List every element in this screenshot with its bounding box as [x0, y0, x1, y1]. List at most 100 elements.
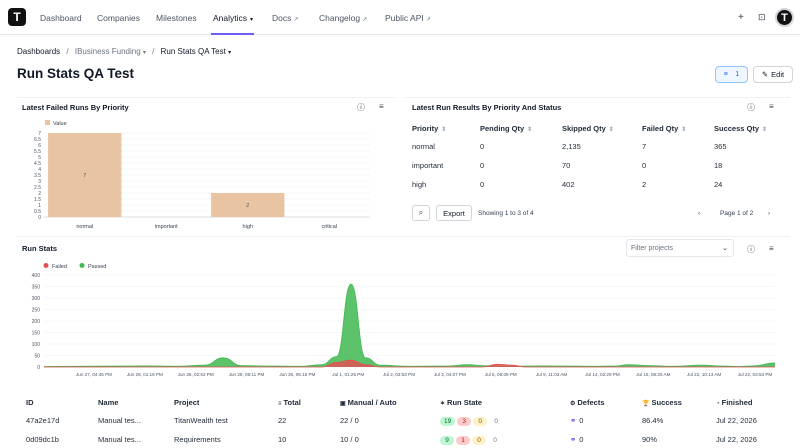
col-id[interactable]: ID — [26, 397, 34, 407]
x-tick-label: important — [155, 224, 178, 230]
top-navigation: T Dashboard Companies Milestones Analyti… — [0, 0, 800, 35]
run-id: 47a2e17d — [26, 416, 60, 425]
blocked-count-badge: 0 — [472, 435, 486, 445]
run-id: 0d09dc1b — [26, 435, 59, 444]
run-state: 19 3 0 0 — [440, 411, 570, 430]
col-failed-qty[interactable]: Failed Qty ⇕ — [642, 119, 714, 137]
bar-normal — [48, 133, 122, 217]
run-name-link[interactable]: Manual tes... — [98, 435, 141, 444]
nav-public-api[interactable]: Public API ↗ — [385, 13, 431, 23]
legend-label: Value — [53, 121, 67, 127]
col-priority[interactable]: Priority ⇕ — [412, 119, 480, 137]
cell: 0 — [480, 180, 485, 189]
failed-runs-bar-chart: Value00.511.522.533.544.555.566.577norma… — [34, 120, 370, 230]
breadcrumb-dashboards[interactable]: Dashboards — [17, 47, 61, 56]
y-tick-label: 3 — [38, 179, 41, 185]
col-finished[interactable]: ◔ Finished — [716, 393, 786, 411]
col-run-state[interactable]: ✶ Run State — [440, 393, 570, 411]
menu-icon[interactable]: ≡ — [379, 102, 384, 111]
app-logo[interactable]: T — [8, 8, 26, 26]
col-label: Manual / Auto — [347, 397, 397, 407]
clock-icon: ◔ — [716, 400, 720, 407]
col-label: Defects — [577, 397, 605, 407]
nav-changelog[interactable]: Changelog ↗ — [319, 13, 367, 23]
cell: important — [412, 161, 444, 170]
info-icon[interactable]: ⓘ — [747, 103, 755, 112]
x-tick-label: Jul 22, 10:13 AM — [687, 372, 721, 377]
nav-milestones[interactable]: Milestones — [156, 13, 197, 23]
legend-label: Failed — [52, 264, 67, 270]
breadcrumb-current[interactable]: Run Stats QA Test ▾ — [161, 47, 231, 56]
x-tick-label: Jun 27, 04:45 PM — [76, 372, 112, 377]
nav-changelog-label: Changelog — [319, 13, 361, 23]
col-pending-qty[interactable]: Pending Qty ⇕ — [480, 119, 562, 137]
col-success[interactable]: 🏆 Success — [642, 393, 716, 411]
breadcrumb-separator: / — [152, 47, 155, 56]
y-tick-label: 150 — [32, 331, 41, 337]
run-finished: Jul 22, 2026 — [716, 416, 757, 425]
export-button[interactable]: Export — [436, 205, 472, 221]
menu-icon[interactable]: ≡ — [769, 244, 774, 253]
col-success-qty[interactable]: Success Qty ⇕ — [714, 119, 787, 137]
table-row[interactable]: 0d09dc1b Manual tes... Requirements 10 1… — [26, 430, 786, 448]
nav-docs-label: Docs — [272, 13, 292, 23]
run-manual-auto: 22 / 0 — [340, 416, 359, 425]
page-indicator: Page 1 of 2 — [720, 210, 754, 217]
nav-dashboard[interactable]: Dashboard — [40, 13, 82, 23]
y-tick-label: 1.5 — [34, 197, 41, 203]
y-tick-label: 5 — [38, 155, 41, 161]
run-project-link[interactable]: Requirements — [174, 435, 221, 444]
run-defects: ⚭ 0 — [570, 411, 642, 430]
info-icon[interactable]: ⓘ — [747, 245, 755, 254]
col-project[interactable]: Project — [174, 397, 200, 407]
cell: 18 — [714, 161, 723, 170]
run-name-link[interactable]: Manual tes... — [98, 416, 141, 425]
cell: 0 — [480, 142, 485, 151]
nav-analytics-label: Analytics — [213, 13, 248, 23]
table-search-button[interactable]: ⌕ — [412, 205, 430, 221]
col-defects[interactable]: ⚙ Defects — [570, 393, 642, 411]
cell: normal — [412, 142, 435, 151]
y-tick-label: 2.5 — [34, 185, 41, 191]
nav-docs[interactable]: Docs ↗ — [272, 13, 298, 23]
nav-companies[interactable]: Companies — [97, 13, 140, 23]
nav-analytics[interactable]: Analytics ▾ — [213, 13, 253, 23]
run-results-table: Priority ⇕ Pending Qty ⇕ Skipped Qty ⇕ Fail… — [412, 119, 787, 194]
y-tick-label: 350 — [32, 285, 41, 291]
x-tick-label: Jun 29, 06:11 PM — [229, 372, 265, 377]
edit-label: Edit — [771, 70, 785, 79]
breadcrumb-section-label: IBusiness Funding — [74, 47, 141, 56]
col-label: Skipped Qty — [562, 123, 606, 133]
next-page-icon[interactable]: › — [768, 210, 771, 217]
avatar[interactable]: T — [775, 8, 794, 27]
failed-count-badge: 3 — [457, 416, 472, 426]
defects-count: 0 — [579, 416, 584, 425]
y-tick-label: 300 — [32, 296, 41, 302]
info-icon[interactable]: ⓘ — [357, 103, 365, 112]
menu-icon[interactable]: ≡ — [769, 102, 774, 111]
cell: 2 — [642, 180, 647, 189]
plus-icon[interactable]: + — [738, 12, 744, 23]
run-state-icon: ✶ — [440, 400, 446, 407]
filter-projects-select[interactable]: Filter projects ⌄ — [626, 239, 734, 257]
rss-icon[interactable]: ⊡ — [758, 12, 766, 22]
table-row[interactable]: 47a2e17d Manual tes... TitanWealth test … — [26, 411, 786, 430]
trophy-icon: 🏆 — [642, 400, 650, 407]
filter-button[interactable]: ≡ 1 — [715, 66, 748, 83]
manual-icon: ▣ — [340, 400, 346, 407]
x-tick-label: Jun 28, 02:52 PM — [178, 372, 214, 377]
y-tick-label: 2 — [38, 191, 41, 197]
prev-page-icon[interactable]: ‹ — [698, 210, 701, 217]
edit-button[interactable]: ✎ Edit — [753, 66, 793, 83]
col-skipped-qty[interactable]: Skipped Qty ⇕ — [562, 119, 642, 137]
col-manual-auto[interactable]: ▣ Manual / Auto — [340, 393, 440, 411]
y-tick-label: 7 — [38, 131, 41, 137]
breadcrumb-section[interactable]: IBusiness Funding ▾ — [75, 47, 146, 56]
series-area-passed — [44, 284, 775, 367]
table-row: high 0 402 2 24 — [412, 175, 787, 194]
col-name[interactable]: Name — [98, 397, 119, 407]
col-total[interactable]: ≡ Total — [278, 393, 340, 411]
run-project-link[interactable]: TitanWealth test — [174, 416, 228, 425]
link-icon: ⚭ — [570, 435, 577, 444]
cell: 24 — [714, 180, 723, 189]
